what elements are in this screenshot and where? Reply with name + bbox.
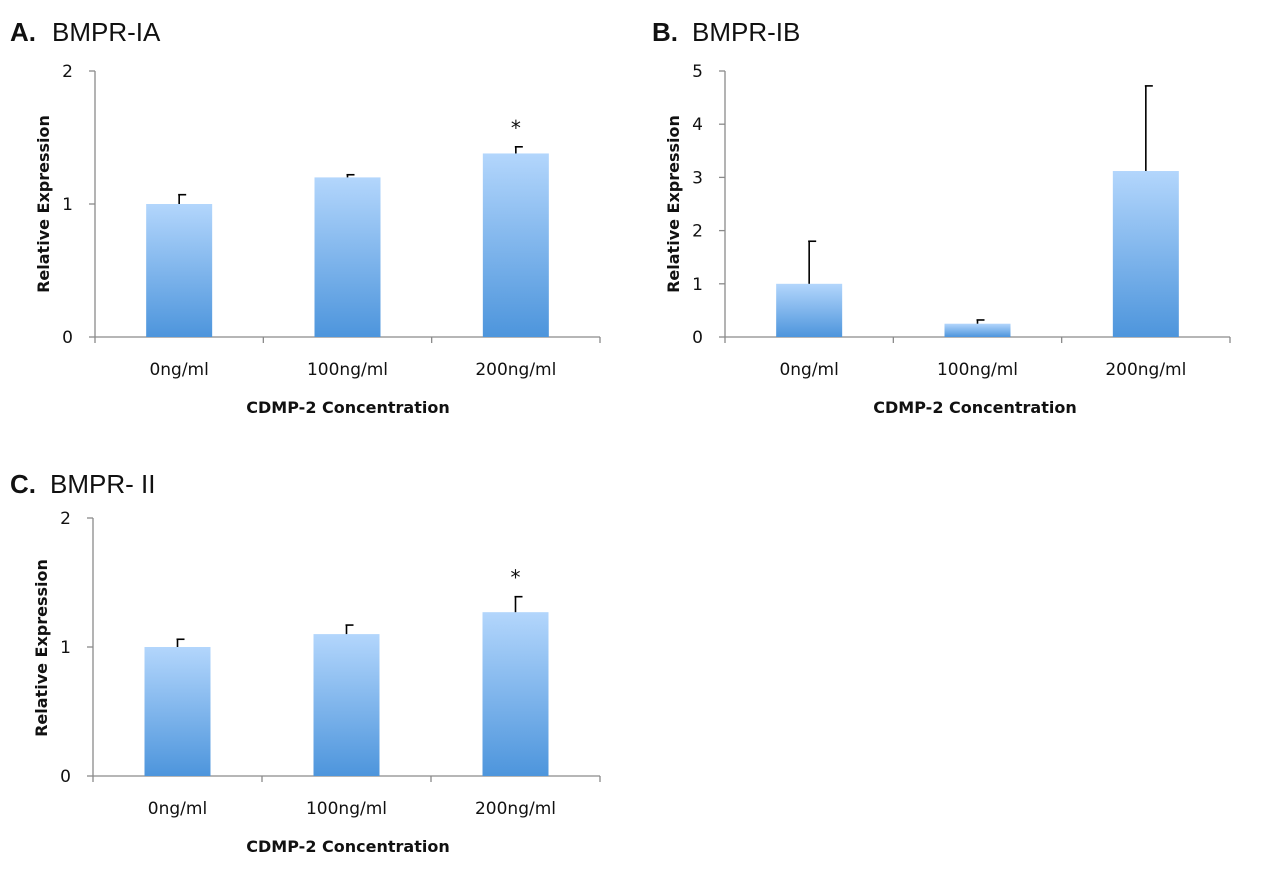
panel-a-y-tick-label: 0 [62, 328, 73, 348]
panel-c-x-axis-title: CDMP-2 Concentration [246, 837, 449, 856]
panel-c-plot: 0 1 2 0ng/ml 100ng/ml * 200ng/ml [60, 509, 601, 819]
panel-a-x-axis-title: CDMP-2 Concentration [246, 398, 449, 417]
panel-b-x-tick-label: 0ng/ml [779, 360, 838, 380]
panel-c-y-tick-label: 0 [60, 767, 71, 787]
panel-b-y-tick-label: 4 [692, 115, 703, 135]
panel-b-y-tick-label: 0 [692, 328, 703, 348]
chart-panel-a: A. BMPR-IA 0 1 2 0ng/ml 100ng/ml * 200ng/ml CD… [10, 17, 601, 417]
panel-c-title: BMPR- II [50, 469, 155, 499]
panel-a-x-tick-label: 200ng/ml [475, 360, 556, 380]
panel-a-bar [146, 204, 213, 337]
panel-b-letter: B. [652, 17, 678, 47]
panel-b-x-tick-label: 200ng/ml [1105, 360, 1186, 380]
panel-c-x-tick-label: 0ng/ml [148, 799, 207, 819]
panel-b-y-tick-label: 3 [692, 168, 703, 188]
panel-b-y-tick-label: 2 [692, 222, 703, 242]
panel-c-letter: C. [10, 469, 36, 499]
panel-b-bar [776, 283, 843, 337]
panel-a-y-tick-label: 1 [62, 195, 73, 215]
panel-b-bar [944, 323, 1011, 337]
panel-c-y-tick-label: 1 [60, 638, 71, 658]
panel-b-x-tick-label: 100ng/ml [937, 360, 1018, 380]
panel-a-bar [482, 153, 549, 337]
chart-panel-c: C. BMPR- II 0 1 2 0ng/ml 100ng/ml * 200ng/ml C… [10, 469, 601, 856]
panel-a-y-tick-label: 2 [62, 62, 73, 82]
panel-b-y-axis-title: Relative Expression [664, 115, 683, 293]
panel-a-significance-marker: * [511, 116, 521, 140]
panel-b-y-tick-label: 5 [692, 62, 703, 82]
panel-b-plot: 0 1 2 3 4 5 0ng/ml 100ng/ml 200ng/ml [692, 62, 1231, 380]
panel-a-letter: A. [10, 17, 36, 47]
panel-b-x-axis-title: CDMP-2 Concentration [873, 398, 1076, 417]
panel-c-bar [144, 647, 211, 776]
panel-b-title: BMPR-IB [692, 17, 800, 47]
panel-a-x-tick-label: 100ng/ml [307, 360, 388, 380]
panel-c-bar [313, 634, 380, 776]
panel-c-x-tick-label: 100ng/ml [306, 799, 387, 819]
panel-c-x-tick-label: 200ng/ml [475, 799, 556, 819]
panel-a-y-axis-title: Relative Expression [34, 115, 53, 293]
panel-b-bar [1112, 171, 1179, 337]
panel-c-y-tick-label: 2 [60, 509, 71, 529]
panel-a-title: BMPR-IA [52, 17, 161, 47]
panel-c-y-axis-title: Relative Expression [32, 559, 51, 737]
panel-a-plot: 0 1 2 0ng/ml 100ng/ml * 200ng/ml [62, 62, 601, 380]
panel-a-x-tick-label: 0ng/ml [149, 360, 208, 380]
panel-c-significance-marker: * [511, 566, 521, 590]
panel-a-bar [314, 177, 381, 337]
panel-b-y-tick-label: 1 [692, 275, 703, 295]
panel-c-bar [482, 612, 549, 776]
